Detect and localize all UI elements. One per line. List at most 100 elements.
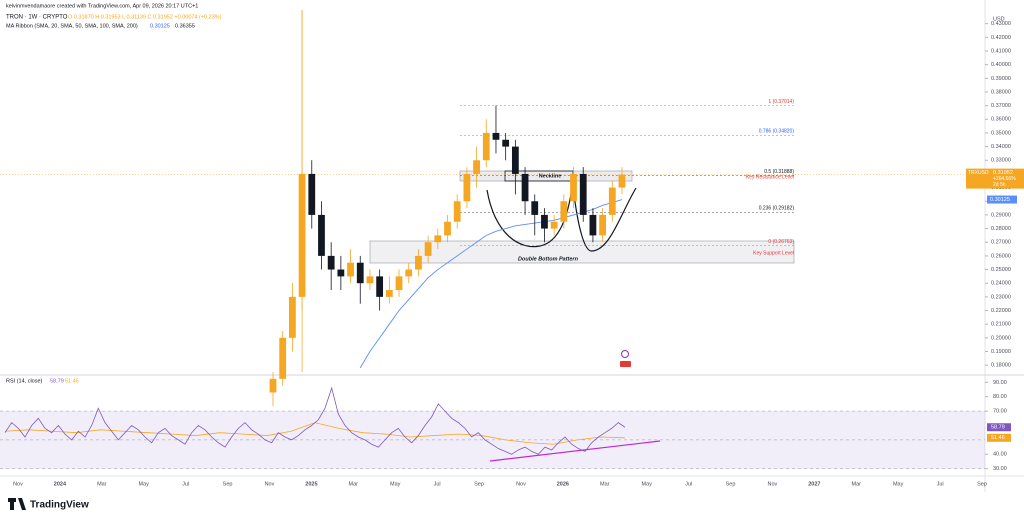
fib-label: 0.786 (0.34820) bbox=[759, 129, 795, 135]
candle-body bbox=[376, 276, 384, 297]
x-tick-label: Nov bbox=[13, 481, 23, 487]
candle-body bbox=[511, 146, 519, 174]
x-tick-label: Jul bbox=[182, 481, 189, 487]
x-tick-label: May bbox=[642, 481, 653, 487]
candle-body bbox=[327, 255, 335, 270]
candle-body bbox=[395, 276, 403, 291]
fib-label: 1 (0.37014) bbox=[768, 99, 794, 105]
x-tick-label: Jul bbox=[685, 481, 692, 487]
x-tick-label: Mar bbox=[600, 481, 610, 487]
x-tick-label: Mar bbox=[852, 481, 862, 487]
y-tick-label: 80.00 bbox=[993, 394, 1007, 400]
indicator-value: 0.36355 bbox=[175, 23, 195, 29]
rsi-title: RSI (14, close) bbox=[6, 378, 43, 384]
y-tick-label: 0.21000 bbox=[991, 322, 1011, 328]
candle-body bbox=[550, 221, 558, 229]
y-tick-label: 0.36000 bbox=[991, 117, 1011, 123]
x-tick-label: Sep bbox=[474, 481, 484, 487]
candle-body bbox=[541, 214, 548, 229]
candle-body bbox=[269, 378, 277, 393]
candle-body bbox=[385, 290, 393, 297]
candle-body bbox=[444, 221, 451, 236]
fib-label: 0.5 (0.31888) bbox=[764, 169, 794, 175]
candle-body bbox=[531, 201, 539, 215]
ohlc-legend: O 0.31870 H 0.31953 L 0.31139 C 0.31952 … bbox=[68, 14, 222, 20]
rsi-ma-value: 51.46 bbox=[65, 378, 79, 384]
byline: kelvinmvendamaore created with TradingVi… bbox=[6, 3, 198, 9]
rsi-line bbox=[4, 386, 626, 455]
ma-tag-label: 0.30125 bbox=[990, 197, 1010, 203]
candle-body bbox=[405, 269, 413, 277]
price-tag-change: +264.66% bbox=[993, 176, 1016, 182]
rsi-value: 58.79 bbox=[50, 378, 64, 384]
neckline-label: Neckline bbox=[539, 173, 562, 179]
y-tick-label: 0.27000 bbox=[991, 240, 1011, 246]
y-tick-label: 0.29000 bbox=[991, 212, 1011, 218]
double-bottom-curve bbox=[572, 185, 637, 252]
candle-body bbox=[570, 173, 577, 202]
x-tick-label: Sep bbox=[977, 481, 987, 487]
y-tick-label: 0.34000 bbox=[991, 144, 1011, 150]
logo-mark bbox=[8, 498, 26, 510]
x-tick-label: Nov bbox=[516, 481, 526, 487]
candle-body bbox=[337, 269, 345, 277]
y-tick-label: 0.22000 bbox=[991, 308, 1011, 314]
fib-label: 0 (0.26763) bbox=[768, 239, 794, 245]
x-tick-label: Nov bbox=[265, 481, 275, 487]
price-tag bbox=[966, 168, 1024, 189]
candle-body bbox=[415, 255, 422, 270]
resistance-label: Key Resistance Level bbox=[746, 174, 794, 180]
rsi-trendline bbox=[489, 440, 661, 462]
ma-tag bbox=[987, 195, 1017, 204]
y-tick-label: 0.25000 bbox=[991, 267, 1011, 273]
support-zone bbox=[369, 240, 795, 264]
y-tick-label: 90.00 bbox=[993, 380, 1007, 386]
x-tick-label: May bbox=[390, 481, 401, 487]
candle-body bbox=[463, 173, 471, 202]
y-tick-label: 0.33000 bbox=[991, 158, 1011, 164]
y-tick-label: 0.19000 bbox=[991, 349, 1011, 355]
indicator-value: 0.30125 bbox=[150, 23, 170, 29]
y-tick-label: 0.39000 bbox=[991, 76, 1011, 82]
x-tick-label: Sep bbox=[223, 481, 233, 487]
x-tick-label: 2027 bbox=[808, 481, 820, 487]
x-tick-label: Sep bbox=[726, 481, 736, 487]
candle-body bbox=[424, 242, 432, 256]
y-tick-label: 0.20000 bbox=[991, 335, 1011, 341]
candle-body bbox=[298, 173, 306, 297]
candle-body bbox=[579, 173, 587, 215]
rsi-tag-label: 58.79 bbox=[991, 425, 1005, 431]
candle-body bbox=[492, 132, 500, 140]
x-tick-label: Jul bbox=[937, 481, 944, 487]
y-tick-label: 0.23000 bbox=[991, 294, 1011, 300]
x-tick-label: Jul bbox=[434, 481, 441, 487]
candle-body bbox=[347, 262, 354, 277]
rsi-tag bbox=[987, 433, 1011, 442]
y-tick-label: 0.41000 bbox=[991, 48, 1011, 54]
x-tick-label: Mar bbox=[97, 481, 107, 487]
x-tick-label: 2025 bbox=[305, 481, 317, 487]
candle-body bbox=[502, 139, 510, 147]
candle-body bbox=[288, 296, 296, 338]
y-tick-label: 40.00 bbox=[993, 452, 1007, 458]
x-tick-label: 2026 bbox=[557, 481, 569, 487]
symbol-title: TRON · 1W · CRYPTO bbox=[6, 15, 68, 21]
fib-label: 0.236 (0.29182) bbox=[759, 206, 795, 212]
indicator-name: MA Ribbon (SMA, 20, SMA, 50, SMA, 100, S… bbox=[6, 23, 138, 29]
y-tick-label: 0.24000 bbox=[991, 281, 1011, 287]
y-tick-label: 30.00 bbox=[993, 466, 1007, 472]
alert-icons bbox=[620, 350, 631, 367]
y-tick-label: 0.28000 bbox=[991, 226, 1011, 232]
y-tick-label: 0.38000 bbox=[991, 89, 1011, 95]
candle-body bbox=[560, 201, 568, 222]
brand: TradingView bbox=[30, 500, 89, 511]
price-unit: USD bbox=[993, 16, 1005, 22]
candle-body bbox=[473, 160, 480, 174]
price-tag-symbol: TRXUSD bbox=[968, 170, 989, 176]
candle-body bbox=[521, 173, 529, 202]
candle-body bbox=[482, 132, 490, 161]
price-tag-countdown: 2d 5h bbox=[993, 182, 1006, 188]
pattern-label: Double Bottom Pattern bbox=[518, 256, 579, 262]
